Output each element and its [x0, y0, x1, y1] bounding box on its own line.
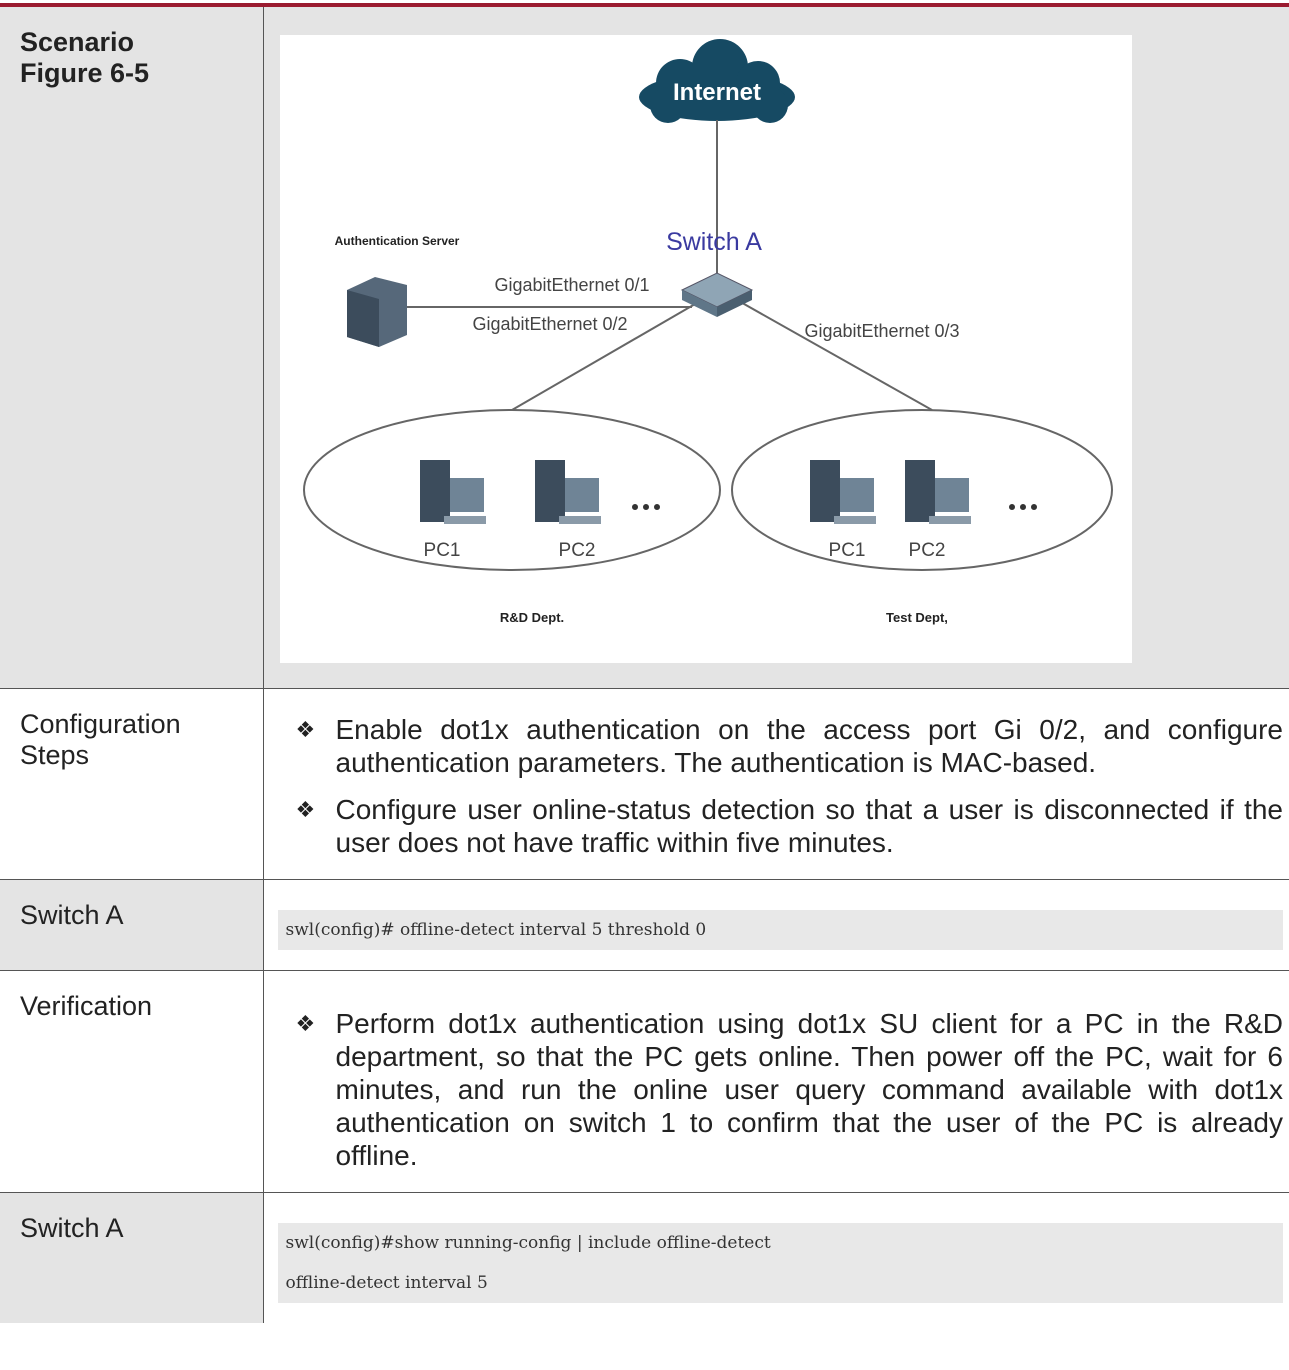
table-row: Scenario Figure 6-5 Internet	[0, 7, 1289, 689]
top-rule	[0, 3, 1289, 7]
link	[510, 299, 703, 411]
row-label: Switch A	[0, 1192, 264, 1323]
code-block: swl(config)#show running-config | includ…	[277, 1222, 1283, 1303]
bullet: Enable dot1x authentication on the acces…	[278, 713, 1283, 779]
row-label: Verification	[0, 970, 264, 1193]
label-line: Figure 6-5	[20, 58, 150, 88]
switch-icon	[681, 290, 717, 317]
scenario-table: Scenario Figure 6-5 Internet	[0, 7, 1289, 1323]
group-ellipse	[302, 409, 721, 571]
group-label: Test Dept,	[886, 610, 948, 625]
code-line: offline-detect interval 5	[285, 1272, 488, 1293]
code-line: swl(config)#show running-config | includ…	[285, 1232, 771, 1253]
server-icon	[346, 290, 379, 347]
switch-icon	[716, 290, 752, 317]
pc-label: PC1	[828, 540, 865, 561]
table-row: Switch A swl(config)#show running-config…	[0, 1192, 1289, 1323]
row-content: swl(config)# offline-detect interval 5 t…	[263, 879, 1289, 971]
pc-label: PC2	[558, 540, 595, 561]
port-label: GigabitEthernet 0/1	[494, 275, 649, 295]
row-label: Configuration Steps	[0, 688, 264, 880]
row-content: Internet Switch A Authentication Server …	[263, 7, 1289, 689]
table-row: Switch A swl(config)# offline-detect int…	[0, 879, 1289, 971]
cloud-label: Internet	[672, 79, 760, 106]
bullet: Perform dot1x authentication using dot1x…	[278, 1007, 1283, 1172]
label-line: Scenario	[20, 27, 135, 57]
group-label: R&D Dept.	[499, 610, 563, 625]
code-block: swl(config)# offline-detect interval 5 t…	[277, 909, 1283, 950]
row-label: Scenario Figure 6-5	[0, 7, 264, 689]
server-label: Authentication Server	[334, 234, 459, 248]
network-figure: Internet Switch A Authentication Server …	[279, 35, 1132, 663]
row-label: Switch A	[0, 879, 264, 971]
table-row: Verification Perform dot1x authenticatio…	[0, 970, 1289, 1193]
code-line: swl(config)# offline-detect interval 5 t…	[285, 919, 707, 940]
switch-label: Switch A	[666, 228, 762, 256]
row-content: Enable dot1x authentication on the acces…	[263, 688, 1289, 880]
row-content: swl(config)#show running-config | includ…	[263, 1192, 1289, 1323]
table-row: Configuration Steps Enable dot1x authent…	[0, 688, 1289, 880]
row-content: Perform dot1x authentication using dot1x…	[263, 970, 1289, 1193]
group-ellipse	[730, 409, 1113, 571]
link	[736, 299, 932, 411]
port-label: GigabitEthernet 0/2	[472, 314, 627, 334]
bullet: Configure user online-status detection s…	[278, 793, 1283, 859]
pc-label: PC1	[423, 540, 460, 561]
port-label: GigabitEthernet 0/3	[804, 321, 959, 341]
pc-label: PC2	[908, 540, 945, 561]
pc-icons	[419, 460, 1037, 524]
internet-cloud	[638, 39, 795, 123]
